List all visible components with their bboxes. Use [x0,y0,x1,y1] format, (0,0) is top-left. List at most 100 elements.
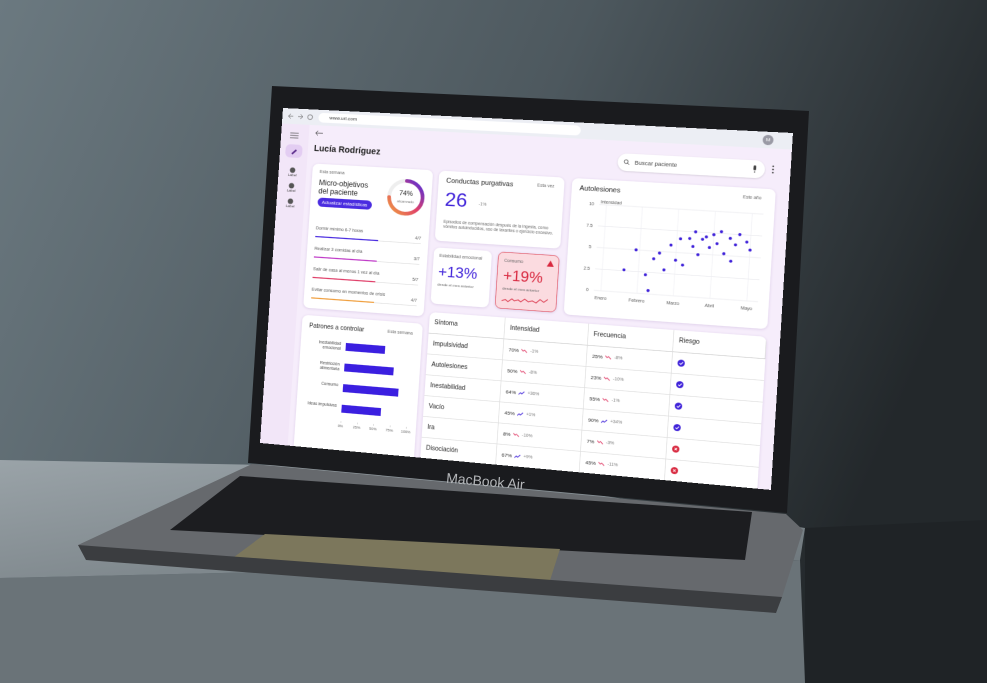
search-box[interactable]: Buscar paciente [617,153,766,179]
cell-value: 50% [507,367,518,375]
y-tick-label: 0 [586,287,590,293]
cell-value: 70% [508,346,519,354]
point [643,273,648,277]
card-title: Conductas purgativas [445,177,514,189]
kpi-caption: desde el mes anterior [437,283,474,290]
emotional-stability-card: Estabilidad emocional +13% desde el mes … [430,247,493,308]
rail-label: Label [287,173,297,178]
point [669,243,673,247]
goal-line [312,276,376,283]
patterns-card: Patrones a controlar Esta semana Inestab… [293,314,423,465]
rail-icon [288,182,294,188]
search-placeholder: Buscar paciente [634,159,678,169]
cell-value: 25% [592,353,603,360]
point [733,243,738,247]
symptom: Vacío [428,402,445,411]
point [678,237,683,241]
trend-icon [517,411,524,416]
risk-icon [673,423,682,432]
avatar[interactable]: M [762,134,774,146]
period[interactable]: Esta semana [387,329,413,336]
point [691,244,695,249]
update-button[interactable]: Actualizar estadísticas [317,197,372,210]
cell-value: 64% [505,388,517,396]
point [745,240,749,244]
risk-icon [675,380,684,389]
point [704,235,709,239]
cell-value: 90% [587,416,599,424]
kpi-value: +19% [502,267,544,287]
period[interactable]: Este año [742,195,762,201]
bar [345,342,386,354]
point [652,257,656,261]
cell-value: 7% [586,438,595,445]
edit-button[interactable] [285,144,303,159]
point [722,252,726,256]
kpi-value: +13% [437,263,478,283]
goal-line [311,297,375,304]
x-tick-label: Abril [705,303,715,309]
point [634,248,638,252]
nav-buttons[interactable] [287,112,314,120]
period[interactable]: Esta vez [537,183,555,189]
trend-icon [518,390,525,395]
more-menu[interactable] [771,165,775,174]
purging-card: Conductas purgativas Esta vez 26 -1% Epi… [434,170,565,249]
trend-icon [520,369,527,374]
tick-mark [373,423,374,426]
period[interactable]: Esta semana [319,169,345,176]
cell-trend: -1% [611,398,620,404]
card-title: Consumo [504,258,524,265]
symptom: Autolesiones [431,361,468,371]
front-edge [78,545,782,613]
point [688,236,692,241]
grid-line [598,226,762,236]
tick-mark [405,426,407,429]
cell-trend: -8% [614,355,623,361]
kpi-value: 26 [444,188,469,212]
cell-value: 55% [589,395,601,403]
goals-list: Dormir mínimo 6-7 horas 4/7 Realizar 3 com… [311,224,421,306]
consumption-card: Consumo +19% desde el mes anterior [494,251,560,313]
y-tick-label: 2.5 [584,265,591,271]
trend-icon [597,440,604,445]
cell-trend: -10% [521,433,533,439]
menu-icon[interactable] [289,132,299,139]
point [748,248,752,252]
goal-track [376,260,420,265]
point [712,233,716,237]
trend-icon [514,454,521,459]
self-harm-card: Autolesiones Este año 0 2.5 5 7.5 10 Intensid… [563,178,776,330]
kpi-caption: desde el mes anterior [502,287,540,294]
risk-icon [677,359,686,367]
trend-icon [601,419,608,424]
point [700,237,705,241]
goal-text: Realizar 3 comidas al día [314,246,363,255]
grid-line [597,247,761,258]
progress-caption: alcanzado [397,199,414,204]
goal-track [378,240,421,244]
x-tick-label: Enero [594,295,607,301]
symptom: Impulsividad [432,340,469,350]
grid-line [595,269,759,280]
y-tick-label: 7.5 [586,222,593,228]
laptop-label: MacBook Air [446,470,526,493]
browser-bar: www.url.com M [281,108,793,150]
goal-text: Salir de casa al menos 1 vez al día [312,267,380,276]
cell-value: 45% [504,409,515,417]
alert-icon [546,260,555,267]
trend-icon [602,397,609,402]
card-title: Micro-objetivos del paciente [318,178,369,198]
point [662,268,666,272]
category-label: Ideas impulsivas [307,401,337,408]
rail-label: Label [285,204,295,209]
y-axis-label: Intensidad [601,199,623,206]
rail-icon [289,167,295,173]
back-arrow[interactable] [315,130,324,136]
tick-mark [340,421,342,423]
category-label: Inestabilidad emocional [318,340,342,352]
cell-trend: -8% [528,370,538,376]
y-tick-label: 5 [589,244,593,250]
cell-trend: +36% [527,391,540,397]
